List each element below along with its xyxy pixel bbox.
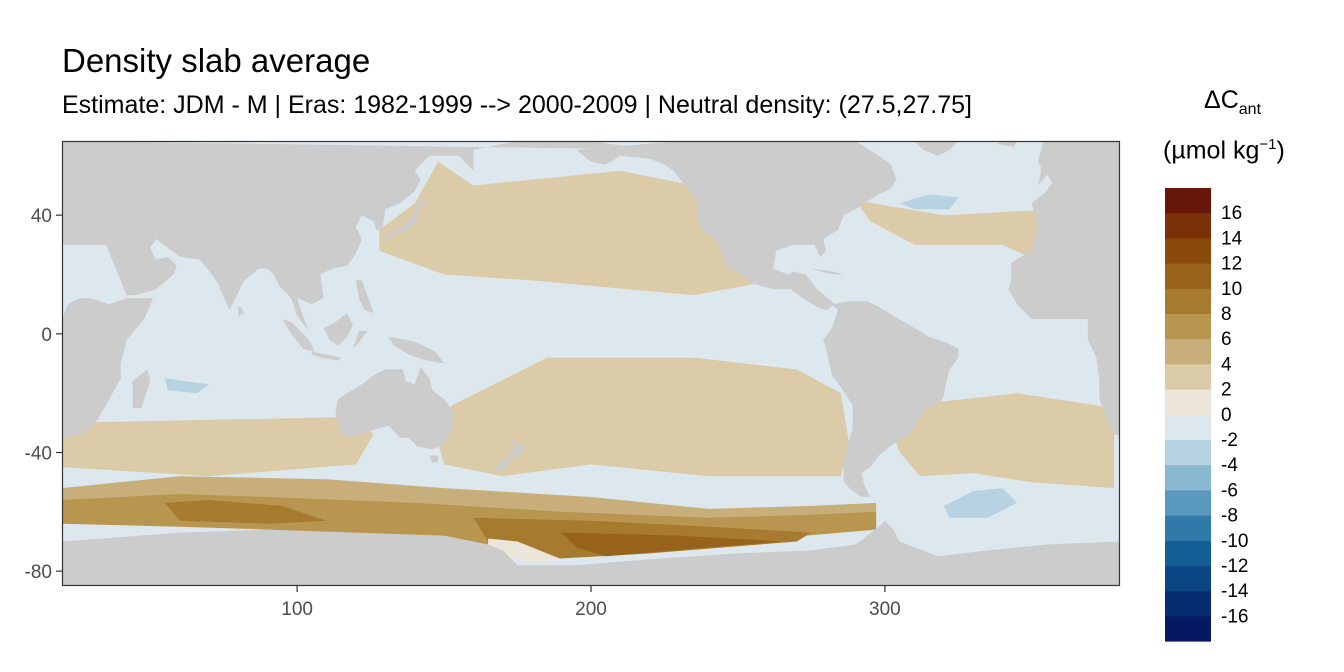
legend-swatch <box>1165 339 1211 365</box>
region-weddell-blue <box>943 488 1018 518</box>
legend-label: 4 <box>1221 354 1232 375</box>
legend-label: 16 <box>1221 203 1242 224</box>
x-tick-label: 100 <box>281 599 313 620</box>
legend-unit: (µmol kg−1) <box>1163 136 1285 165</box>
land-tasmania <box>429 455 439 463</box>
legend-label: 8 <box>1221 304 1232 325</box>
legend-swatch <box>1165 389 1211 416</box>
land-south-america <box>823 301 959 497</box>
legend-swatch <box>1165 440 1211 466</box>
legend-swatch <box>1165 263 1211 290</box>
legend-label: 2 <box>1221 380 1232 401</box>
land-borneo <box>323 313 353 346</box>
legend-swatch <box>1165 490 1211 517</box>
legend-label: -16 <box>1221 606 1248 627</box>
legend-swatch <box>1165 414 1211 441</box>
region-arabian-blue <box>164 378 209 394</box>
land-new-guinea <box>388 336 445 364</box>
land-australia <box>335 366 453 450</box>
region-southern-ocean-band3 <box>164 500 327 524</box>
land-africa-south <box>62 298 154 438</box>
chart-subtitle: Estimate: JDM - M | Eras: 1982-1999 --> … <box>62 91 972 119</box>
legend-label: -4 <box>1221 455 1238 476</box>
land-africa-gulf-west <box>1087 319 1120 435</box>
legend-swatch <box>1165 288 1211 315</box>
y-tick-label: 0 <box>41 325 52 346</box>
legend-label: -6 <box>1221 480 1238 501</box>
legend-swatch <box>1165 566 1211 592</box>
legend-swatch <box>1165 213 1211 239</box>
x-tick-label: 300 <box>869 599 901 620</box>
legend-label: 14 <box>1221 228 1243 249</box>
panel-border <box>61 140 1121 587</box>
x-tick-label: 200 <box>575 599 607 620</box>
map-panel <box>62 141 1120 586</box>
land-europe-africa-east <box>1008 141 1120 319</box>
land-madagascar <box>132 369 151 408</box>
legend-label: 12 <box>1221 254 1242 275</box>
legend-label: -8 <box>1221 506 1238 527</box>
legend-swatch <box>1165 364 1211 391</box>
y-tick-label: 40 <box>31 206 52 227</box>
legend-swatch <box>1165 238 1211 265</box>
legend-swatch <box>1165 188 1211 214</box>
legend-swatch <box>1165 515 1211 542</box>
region-north-pacific <box>379 161 774 296</box>
land-cuba <box>811 268 844 275</box>
region-labrador-blue <box>899 194 959 210</box>
legend-swatch <box>1165 465 1211 491</box>
legend-label: -2 <box>1221 430 1238 451</box>
land-sri-lanka <box>237 307 245 316</box>
legend-label: 0 <box>1221 405 1232 426</box>
legend-label: -12 <box>1221 556 1248 577</box>
region-atlantic-south-subtropical <box>884 393 1115 489</box>
land-new-zealand <box>508 434 527 456</box>
legend-swatch <box>1165 591 1211 617</box>
land-sulawesi <box>353 330 368 349</box>
y-tick-label: -40 <box>25 444 52 465</box>
region-north-atlantic-band <box>855 200 1056 269</box>
legend-label: -14 <box>1221 581 1249 602</box>
land-philippines <box>355 280 374 314</box>
land-antarctica <box>62 520 1120 586</box>
legend-swatch <box>1165 314 1211 340</box>
legend-label: 6 <box>1221 329 1232 350</box>
region-southern-ocean-band5 <box>561 532 782 557</box>
legend-swatch <box>1165 616 1211 642</box>
land-greenland <box>914 141 959 156</box>
land-iceland <box>996 141 1018 147</box>
legend-title: ΔCant <box>1204 86 1262 118</box>
land-british-isles <box>1037 161 1050 186</box>
land-java <box>311 351 342 361</box>
y-tick-label: -80 <box>25 562 52 583</box>
chart-title: Density slab average <box>62 42 371 79</box>
land-new-zealand-south <box>494 455 515 471</box>
land-arabia-asia <box>62 141 680 331</box>
land-north-america <box>576 141 897 311</box>
region-indian-south-band <box>62 416 374 477</box>
land-japan <box>385 200 430 242</box>
land-sumatra <box>282 319 315 352</box>
legend-swatch <box>1165 540 1211 567</box>
region-pacific-south-subtropical <box>432 357 850 477</box>
legend-label: -10 <box>1221 531 1248 552</box>
legend-label: 10 <box>1221 279 1242 300</box>
